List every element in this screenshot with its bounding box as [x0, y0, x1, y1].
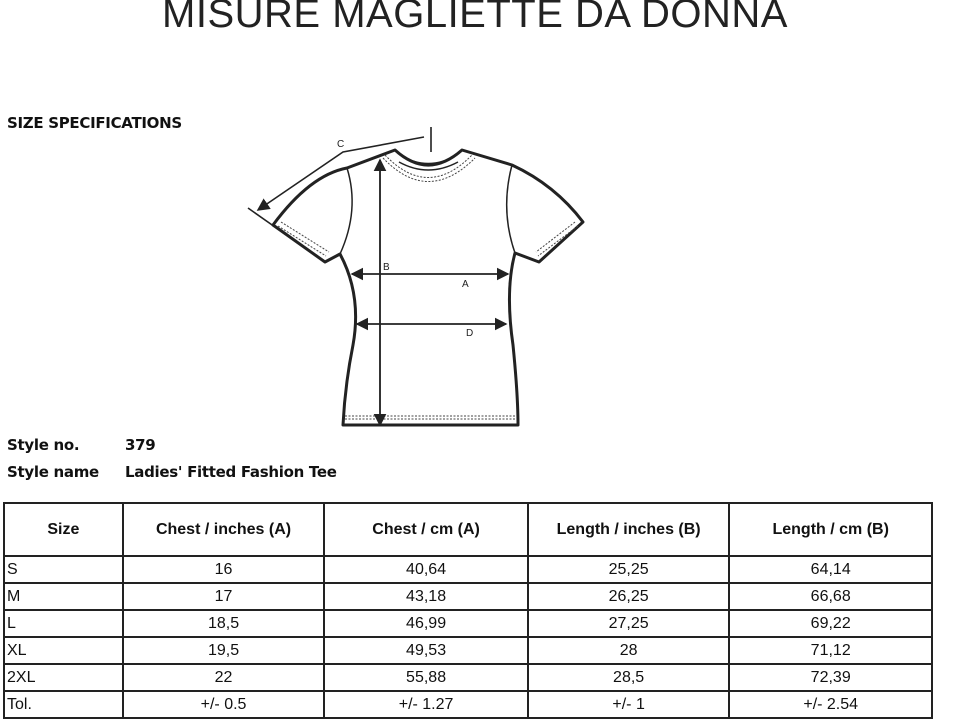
- style-name-value: Ladies' Fitted Fashion Tee: [125, 463, 337, 481]
- cell-chest-inches: 17: [121, 582, 326, 611]
- table-row: Tol. +/- 0.5 +/- 1.27 +/- 1 +/- 2.54: [3, 690, 933, 719]
- page-title: MISURE MAGLIETTE DA DONNA: [162, 0, 788, 36]
- label-c: C: [337, 139, 344, 150]
- tshirt-outline: [271, 148, 585, 427]
- cell-chest-cm: 49,53: [323, 636, 529, 665]
- cell-length-inches: 25,25: [526, 555, 731, 584]
- header-chest-inches: Chest / inches (A): [121, 502, 326, 557]
- label-a: A: [462, 279, 469, 290]
- cell-size: 2XL: [3, 663, 124, 692]
- cell-length-inches: 26,25: [526, 582, 731, 611]
- header-length-cm: Length / cm (B): [728, 502, 933, 557]
- cell-chest-cm: +/- 1.27: [323, 690, 529, 719]
- label-b: B: [383, 262, 390, 273]
- cell-length-cm: 71,12: [728, 636, 933, 665]
- table-row: M 17 43,18 26,25 66,68: [3, 582, 933, 611]
- header-chest-cm: Chest / cm (A): [323, 502, 529, 557]
- table-row: 2XL 22 55,88 28,5 72,39: [3, 663, 933, 692]
- cell-length-cm: +/- 2.54: [728, 690, 933, 719]
- header-length-inches: Length / inches (B): [526, 502, 731, 557]
- cell-size: Tol.: [3, 690, 124, 719]
- cell-chest-inches: 19,5: [121, 636, 326, 665]
- cell-size: XL: [3, 636, 124, 665]
- cell-length-inches: 28,5: [526, 663, 731, 692]
- header-size: Size: [3, 502, 124, 557]
- cell-chest-cm: 55,88: [323, 663, 529, 692]
- cell-length-inches: 28: [526, 636, 731, 665]
- style-number-label: Style no.: [7, 436, 80, 454]
- cell-size: L: [3, 609, 124, 638]
- measure-lines: [247, 127, 510, 427]
- cell-length-inches: 27,25: [526, 609, 731, 638]
- stitching: [277, 154, 579, 420]
- cell-size: M: [3, 582, 124, 611]
- style-name-label: Style name: [7, 463, 99, 481]
- table-row: S 16 40,64 25,25 64,14: [3, 555, 933, 584]
- cell-length-cm: 69,22: [728, 609, 933, 638]
- table-body: S 16 40,64 25,25 64,14 M 17 43,18 26,25 66,68 L 18,…: [3, 555, 933, 719]
- table-row: L 18,5 46,99 27,25 69,22: [3, 609, 933, 638]
- cell-size: S: [3, 555, 124, 584]
- cell-chest-inches: 18,5: [121, 609, 326, 638]
- label-d: D: [466, 328, 473, 339]
- cell-chest-cm: 40,64: [323, 555, 529, 584]
- tshirt-diagram: C B A D: [247, 127, 585, 427]
- cell-chest-cm: 46,99: [323, 609, 529, 638]
- cell-length-cm: 66,68: [728, 582, 933, 611]
- table-header-row: Size Chest / inches (A) Chest / cm (A) L…: [3, 502, 933, 557]
- style-number-value: 379: [125, 436, 156, 454]
- table-row: XL 19,5 49,53 28 71,12: [3, 636, 933, 665]
- cell-length-cm: 72,39: [728, 663, 933, 692]
- cell-length-inches: +/- 1: [526, 690, 731, 719]
- section-heading: SIZE SPECIFICATIONS: [7, 114, 182, 132]
- cell-chest-inches: 22: [121, 663, 326, 692]
- size-table: Size Chest / inches (A) Chest / cm (A) L…: [3, 502, 933, 719]
- cell-chest-inches: +/- 0.5: [121, 690, 326, 719]
- cell-chest-cm: 43,18: [323, 582, 529, 611]
- cell-length-cm: 64,14: [728, 555, 933, 584]
- cell-chest-inches: 16: [121, 555, 326, 584]
